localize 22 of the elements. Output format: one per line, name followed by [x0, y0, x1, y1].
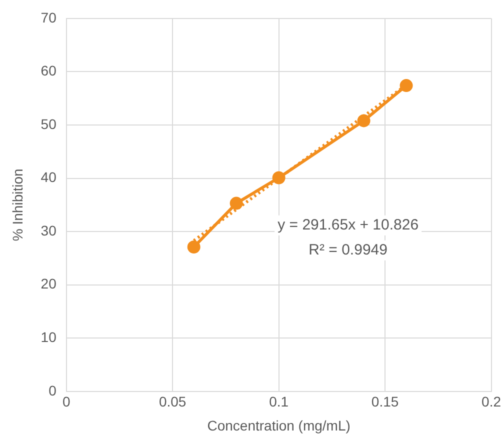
point [357, 114, 370, 128]
x-tick-label: 0.15 [371, 394, 399, 410]
y-tick-label: 60 [40, 62, 57, 79]
y-tick-label: 50 [40, 116, 57, 132]
x-axis-title: Concentration (mg/mL) [207, 417, 350, 434]
point [400, 79, 413, 92]
y-tick-label: 20 [40, 276, 57, 292]
point [230, 196, 243, 210]
y-tick-label: 30 [40, 222, 57, 238]
x-tick-label: 0.1 [269, 394, 289, 410]
point [272, 171, 286, 184]
annotation: R² = 0.9949 [308, 242, 388, 259]
annotation: y = 291.65x + 10.826 [278, 216, 419, 234]
y-tick-label: 0 [48, 382, 57, 398]
y-tick-label: 70 [40, 9, 57, 26]
point [187, 240, 200, 254]
y-tick-label: 40 [40, 169, 57, 186]
y-axis-title: % Inhibition [9, 168, 26, 242]
x-tick-label: 0.2 [482, 394, 502, 410]
x-tick-label: 0 [62, 394, 70, 410]
x-tick-label: 0.05 [158, 394, 186, 410]
y-tick-label: 10 [40, 328, 57, 345]
